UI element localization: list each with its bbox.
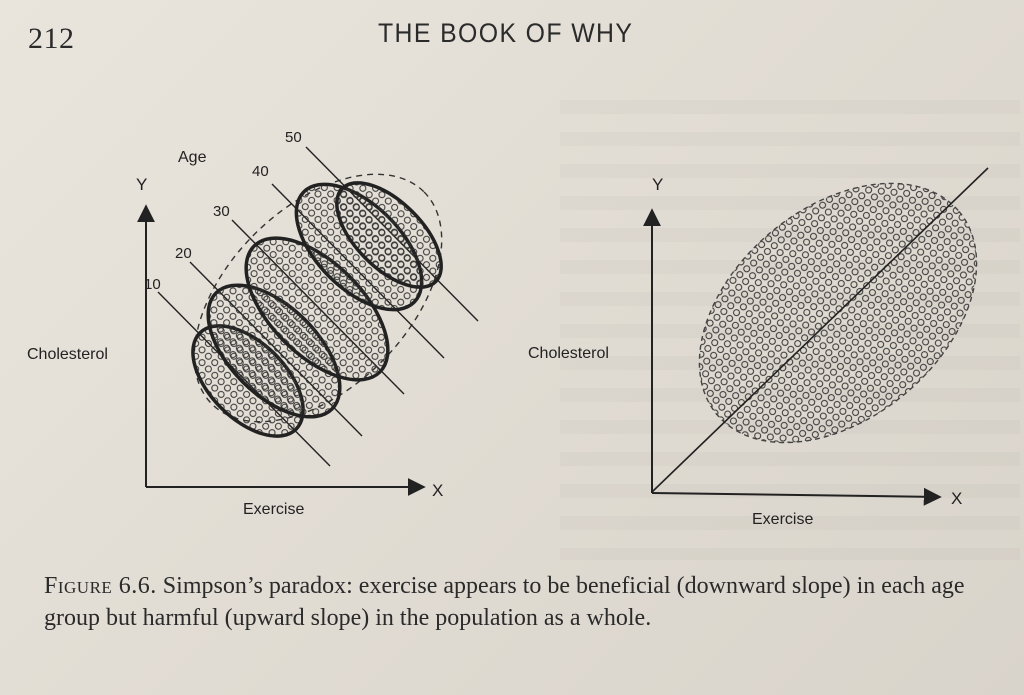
age-title: Age bbox=[178, 149, 207, 166]
left-x-axis-letter: X bbox=[432, 481, 443, 500]
age-label-20: 20 bbox=[175, 245, 192, 262]
age-label-40: 40 bbox=[252, 163, 269, 180]
left-y-label: Cholesterol bbox=[27, 346, 108, 363]
right-x-axis bbox=[651, 487, 942, 506]
right-y-label: Cholesterol bbox=[528, 345, 609, 362]
age-label-10: 10 bbox=[144, 276, 161, 293]
left-x-label: Exercise bbox=[243, 501, 304, 518]
caption-text: Simpson’s paradox: exercise appears to b… bbox=[44, 573, 965, 631]
population-trend-line bbox=[651, 167, 989, 493]
running-head: THE BOOK OF WHY bbox=[378, 18, 634, 48]
right-y-axis-letter: Y bbox=[652, 175, 663, 194]
age-label-50: 50 bbox=[285, 129, 302, 146]
left-panel: Y X Cholesterol Exercise Age 10 20 30 40… bbox=[27, 129, 479, 518]
age-label-30: 30 bbox=[213, 203, 230, 220]
left-y-axis-letter: Y bbox=[136, 175, 147, 194]
caption-label: Figure 6.6. bbox=[44, 573, 157, 599]
right-x-label: Exercise bbox=[752, 511, 813, 528]
page-number: 212 bbox=[28, 22, 75, 55]
right-x-axis-letter: X bbox=[951, 489, 962, 508]
right-panel: Y X Cholesterol Exercise bbox=[528, 167, 989, 528]
figure-caption: Figure 6.6. Simpson’s paradox: exercise … bbox=[44, 570, 974, 634]
figure-6-6: Y X Cholesterol Exercise Age 10 20 30 40… bbox=[27, 129, 989, 528]
age-cluster-50 bbox=[335, 181, 443, 289]
